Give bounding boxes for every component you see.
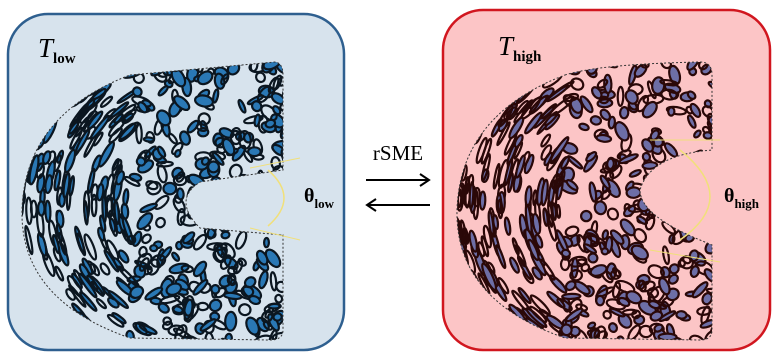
grain [38,201,45,215]
grain [177,188,185,200]
grain [676,311,687,319]
grain [601,247,609,255]
angle-main: θ [304,185,314,207]
grain [45,201,51,222]
angle-main: θ [724,185,734,207]
label-sub: high [513,49,542,65]
grain [163,183,176,195]
grain [703,132,712,139]
grain [144,137,154,142]
grain [525,186,532,206]
label-sub: low [53,51,76,67]
grain [84,201,89,225]
grain [604,75,612,93]
angle-sub: low [314,196,334,211]
grain [254,114,261,126]
arrow-label: rSME [373,141,423,165]
grain [493,215,499,229]
grain [596,134,611,142]
grain [225,312,237,331]
grain [668,107,674,115]
grain [264,238,269,247]
grain [150,245,157,251]
grain [211,285,220,294]
grain [602,230,609,240]
diagram: Tlow Thigh θlow θhigh rSME [0,0,775,354]
grain [552,203,556,220]
grain [248,147,261,156]
arrows [366,174,430,211]
grain [596,296,604,306]
grain [626,187,641,198]
grain [590,115,602,125]
grain [273,313,283,322]
grain [123,189,129,205]
grain [620,107,629,119]
angle-sub: high [734,196,759,211]
